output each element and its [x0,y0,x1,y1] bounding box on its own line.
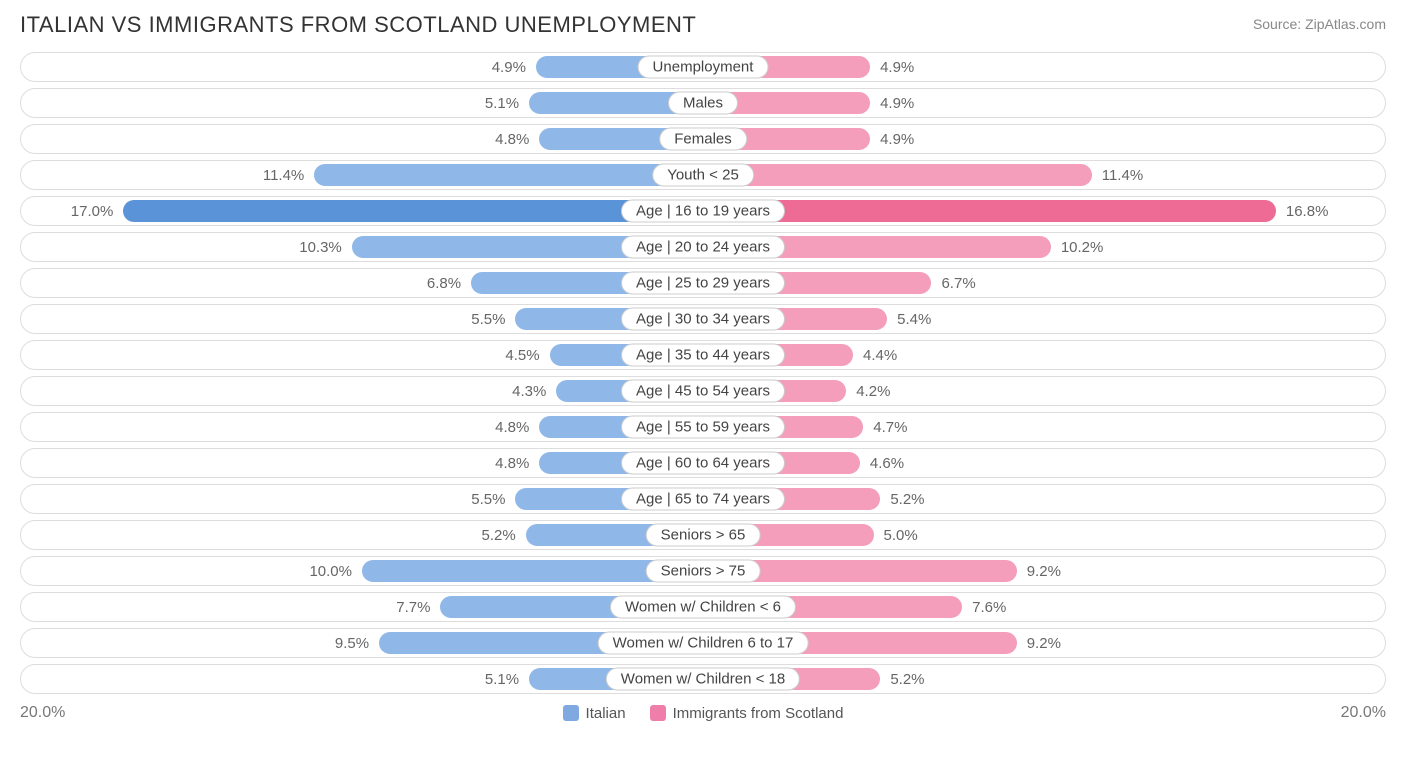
bar-right [703,164,1092,186]
pct-left: 4.3% [512,377,546,407]
category-label: Age | 55 to 59 years [621,416,785,439]
pct-right: 5.4% [897,305,931,335]
pct-right: 4.4% [863,341,897,371]
bar-right [703,200,1276,222]
chart-row: 4.8% 4.9% Females [20,124,1386,154]
pct-left: 4.8% [495,449,529,479]
category-label: Women w/ Children 6 to 17 [598,632,809,655]
pct-right: 6.7% [941,269,975,299]
chart-title: ITALIAN VS IMMIGRANTS FROM SCOTLAND UNEM… [20,12,696,38]
category-label: Age | 30 to 34 years [621,308,785,331]
pct-right: 11.4% [1102,161,1143,191]
legend-label-left: Italian [586,705,626,722]
axis-max-right: 20.0% [1341,704,1386,722]
chart-row: 10.3% 10.2% Age | 20 to 24 years [20,232,1386,262]
chart-row: 9.5% 9.2% Women w/ Children 6 to 17 [20,628,1386,658]
chart-row: 6.8% 6.7% Age | 25 to 29 years [20,268,1386,298]
pct-left: 10.3% [299,233,342,263]
pct-right: 4.9% [880,125,914,155]
pct-right: 4.9% [880,89,914,119]
category-label: Age | 65 to 74 years [621,488,785,511]
chart-row: 4.8% 4.6% Age | 60 to 64 years [20,448,1386,478]
pct-right: 5.2% [890,485,924,515]
chart-row: 10.0% 9.2% Seniors > 75 [20,556,1386,586]
chart-source: Source: ZipAtlas.com [1253,16,1386,32]
pct-right: 4.6% [870,449,904,479]
pct-right: 5.2% [890,665,924,695]
pct-right: 16.8% [1286,197,1329,227]
pct-left: 5.1% [485,665,519,695]
legend-swatch-right [650,705,666,721]
pct-left: 4.8% [495,413,529,443]
chart-row: 5.2% 5.0% Seniors > 65 [20,520,1386,550]
axis-max-left: 20.0% [20,704,65,722]
pct-left: 5.5% [471,305,505,335]
pct-left: 4.8% [495,125,529,155]
legend: Italian Immigrants from Scotland [563,705,844,722]
category-label: Seniors > 75 [646,560,761,583]
pct-right: 5.0% [884,521,918,551]
chart-row: 5.5% 5.4% Age | 30 to 34 years [20,304,1386,334]
category-label: Age | 20 to 24 years [621,236,785,259]
chart-header: ITALIAN VS IMMIGRANTS FROM SCOTLAND UNEM… [0,0,1406,46]
chart-row: 7.7% 7.6% Women w/ Children < 6 [20,592,1386,622]
category-label: Unemployment [638,56,769,79]
pct-right: 7.6% [972,593,1006,623]
chart-row: 17.0% 16.8% Age | 16 to 19 years [20,196,1386,226]
chart-row: 4.9% 4.9% Unemployment [20,52,1386,82]
pct-left: 5.2% [481,521,515,551]
category-label: Age | 45 to 54 years [621,380,785,403]
pct-left: 4.9% [492,53,526,83]
legend-item-left: Italian [563,705,626,722]
category-label: Women w/ Children < 6 [610,596,796,619]
category-label: Age | 16 to 19 years [621,200,785,223]
legend-label-right: Immigrants from Scotland [673,705,844,722]
pct-right: 9.2% [1027,557,1061,587]
chart-row: 4.8% 4.7% Age | 55 to 59 years [20,412,1386,442]
category-label: Age | 35 to 44 years [621,344,785,367]
category-label: Males [668,92,738,115]
category-label: Age | 25 to 29 years [621,272,785,295]
category-label: Women w/ Children < 18 [606,668,800,691]
bar-left [123,200,703,222]
chart-row: 5.1% 5.2% Women w/ Children < 18 [20,664,1386,694]
bar-left [314,164,703,186]
chart-row: 4.5% 4.4% Age | 35 to 44 years [20,340,1386,370]
chart-row: 5.1% 4.9% Males [20,88,1386,118]
pct-left: 7.7% [396,593,430,623]
pct-right: 4.7% [873,413,907,443]
category-label: Females [659,128,747,151]
pct-left: 4.5% [505,341,539,371]
category-label: Age | 60 to 64 years [621,452,785,475]
chart-row: 5.5% 5.2% Age | 65 to 74 years [20,484,1386,514]
pct-left: 17.0% [71,197,114,227]
chart-row: 4.3% 4.2% Age | 45 to 54 years [20,376,1386,406]
category-label: Youth < 25 [652,164,754,187]
pct-left: 10.0% [309,557,352,587]
legend-swatch-left [563,705,579,721]
legend-item-right: Immigrants from Scotland [650,705,844,722]
pct-left: 5.5% [471,485,505,515]
pct-right: 4.2% [856,377,890,407]
pct-right: 9.2% [1027,629,1061,659]
pct-left: 11.4% [263,161,304,191]
chart-row: 11.4% 11.4% Youth < 25 [20,160,1386,190]
category-label: Seniors > 65 [646,524,761,547]
chart-footer: 20.0% Italian Immigrants from Scotland 2… [0,700,1406,722]
pct-left: 5.1% [485,89,519,119]
pct-right: 10.2% [1061,233,1104,263]
chart-area: 4.9% 4.9% Unemployment 5.1% 4.9% Males 4.8% 4.9… [0,46,1406,694]
pct-left: 6.8% [427,269,461,299]
pct-right: 4.9% [880,53,914,83]
pct-left: 9.5% [335,629,369,659]
